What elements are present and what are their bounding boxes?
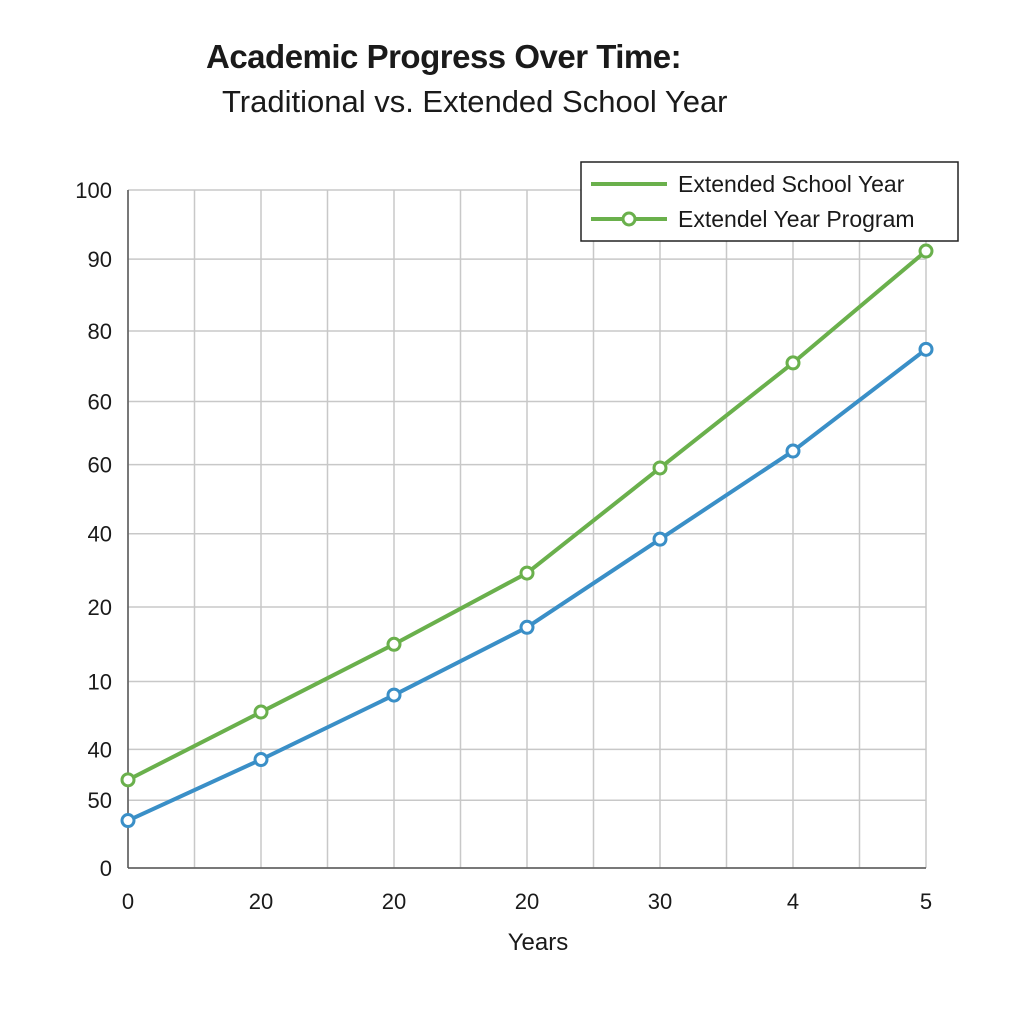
y-tick-label: 10 <box>88 670 112 695</box>
series-2-point <box>785 443 801 459</box>
legend-marker <box>621 211 637 227</box>
chart-subtitle: Traditional vs. Extended School Year <box>222 84 728 119</box>
series-1-point <box>652 460 668 476</box>
x-tick-label: 0 <box>122 889 134 914</box>
x-tick-label: 20 <box>515 889 539 914</box>
series-2-point <box>386 687 402 703</box>
series-2-point <box>918 341 934 357</box>
series-1-point <box>918 243 934 259</box>
x-tick-label: 20 <box>249 889 273 914</box>
legend-label: Extendel Year Program <box>678 206 915 232</box>
x-tick-label: 4 <box>787 889 799 914</box>
series-layer <box>120 243 934 829</box>
y-tick-label: 40 <box>88 522 112 547</box>
y-tick-label: 60 <box>88 390 112 415</box>
y-tick-label: 0 <box>100 856 112 881</box>
series-1-point <box>785 355 801 371</box>
x-tick-label: 30 <box>648 889 672 914</box>
x-axis-label: Years <box>508 929 569 956</box>
series-1-point <box>519 565 535 581</box>
series-2-point <box>120 813 136 829</box>
chart-title: Academic Progress Over Time: <box>206 38 682 75</box>
y-tick-label: 20 <box>88 595 112 620</box>
y-tick-label: 40 <box>88 737 112 762</box>
y-tick-label: 90 <box>88 247 112 272</box>
x-axis-ticks: 0 20 20 20 30 4 5 <box>122 889 932 914</box>
legend: Extended School Year Extendel Year Progra… <box>580 161 959 242</box>
x-tick-label: 5 <box>920 889 932 914</box>
y-tick-label: 80 <box>88 319 112 344</box>
series-2-point <box>652 531 668 547</box>
y-tick-label: 100 <box>75 178 112 203</box>
y-axis-ticks: 0 50 40 10 20 40 60 60 80 90 100 <box>75 178 112 881</box>
x-tick-label: 20 <box>382 889 406 914</box>
legend-box <box>580 161 959 242</box>
legend-label: Extended School Year <box>678 171 905 197</box>
series-1-point <box>253 704 269 720</box>
series-2-point <box>519 619 535 635</box>
y-tick-label: 50 <box>88 788 112 813</box>
series-2-point <box>253 752 269 768</box>
series-1-point <box>120 772 136 788</box>
y-tick-label: 60 <box>88 453 112 478</box>
series-1-point <box>386 636 402 652</box>
grid <box>127 189 927 869</box>
